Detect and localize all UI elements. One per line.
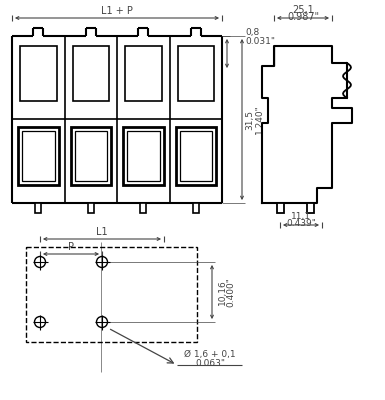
Text: L1 + P: L1 + P — [101, 6, 133, 16]
Text: 31,5: 31,5 — [246, 110, 254, 130]
Bar — [306, 203, 313, 213]
Text: 0,8: 0,8 — [245, 28, 259, 36]
Bar — [193, 203, 199, 213]
Bar — [179, 131, 212, 181]
Text: 11,1: 11,1 — [291, 212, 311, 222]
Bar — [22, 131, 55, 181]
Bar — [123, 127, 164, 185]
Text: 25,1: 25,1 — [292, 5, 314, 15]
Text: L1: L1 — [96, 227, 108, 237]
Bar — [177, 46, 214, 101]
Text: Ø 1,6 + 0,1: Ø 1,6 + 0,1 — [184, 350, 236, 360]
Bar — [70, 127, 111, 185]
Text: P: P — [68, 242, 74, 252]
Bar — [140, 203, 146, 213]
Text: 10,16: 10,16 — [218, 279, 226, 305]
Text: 0.987": 0.987" — [287, 12, 319, 22]
Text: 0.063": 0.063" — [195, 360, 225, 368]
Bar — [18, 127, 59, 185]
Bar — [35, 203, 41, 213]
Text: 0.400": 0.400" — [226, 277, 236, 307]
Text: 0.439": 0.439" — [286, 220, 316, 228]
Bar — [276, 203, 283, 213]
Bar — [75, 131, 107, 181]
Text: 1.240": 1.240" — [254, 105, 263, 134]
Bar — [127, 131, 159, 181]
Bar — [125, 46, 161, 101]
Bar — [26, 247, 197, 342]
Bar — [176, 127, 216, 185]
Bar — [20, 46, 57, 101]
Bar — [88, 203, 94, 213]
Text: 0.031": 0.031" — [245, 36, 275, 46]
Bar — [72, 46, 109, 101]
